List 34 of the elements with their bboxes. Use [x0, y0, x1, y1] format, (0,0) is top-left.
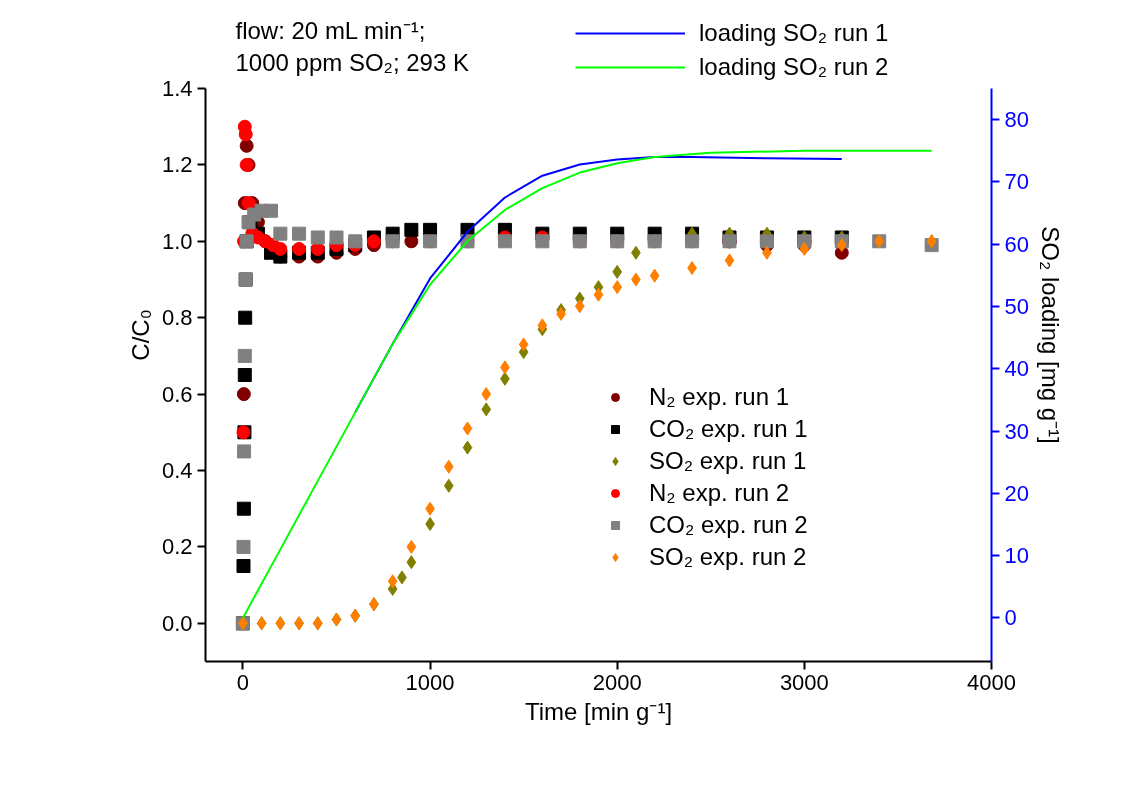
x-tick-label: 0 [236, 669, 250, 695]
legend-label: loading SO₂ run 2 [699, 53, 889, 81]
legend-label: N₂ exp. run 1 [649, 383, 790, 411]
x-tick-label: 4000 [967, 669, 1016, 695]
y2-tick-label: 60 [1004, 231, 1029, 257]
y2-tick-label: 30 [1004, 418, 1029, 444]
y2-tick-label: 0 [1004, 605, 1017, 631]
legend-label: CO₂ exp. run 2 [649, 511, 808, 539]
y-tick-label: 0.0 [161, 610, 193, 636]
legend-label: CO₂ exp. run 1 [649, 415, 808, 443]
y-tick-label: 1.4 [161, 76, 193, 101]
x-tick-label: 2000 [592, 669, 642, 695]
y2-tick-label: 10 [1004, 543, 1029, 569]
legend-label: SO₂ exp. run 2 [649, 543, 807, 571]
y-tick-label: 0.8 [161, 305, 193, 331]
legend-label: N₂ exp. run 2 [649, 479, 790, 507]
text: flow: 20 mL min⁻¹; 1000 ppm SO₂; 293 K [235, 16, 469, 76]
y-axis-title: C/C₀ [126, 309, 154, 361]
y-tick-label: 0.2 [161, 534, 193, 560]
y2-tick-label: 40 [1004, 356, 1029, 382]
y2-tick-label: 50 [1004, 293, 1029, 319]
legend-label: SO₂ exp. run 1 [649, 447, 807, 475]
y-tick-label: 1.2 [161, 152, 193, 178]
y-tick-label: 0.6 [161, 381, 193, 407]
y2-tick-label: 20 [1004, 480, 1029, 506]
x-tick-label: 3000 [779, 669, 829, 695]
legend-label: loading SO₂ run 1 [699, 19, 889, 47]
y-tick-label: 1.0 [161, 228, 193, 254]
x-axis-title: Time [min g⁻¹] [524, 697, 673, 725]
y2-axis-title: SO₂ loading [mg g⁻¹] [1036, 226, 1064, 444]
y2-tick-label: 80 [1004, 107, 1029, 133]
y-tick-label: 0.4 [161, 458, 193, 483]
y2-tick-label: 70 [1004, 169, 1029, 195]
x-tick-label: 1000 [405, 669, 455, 695]
